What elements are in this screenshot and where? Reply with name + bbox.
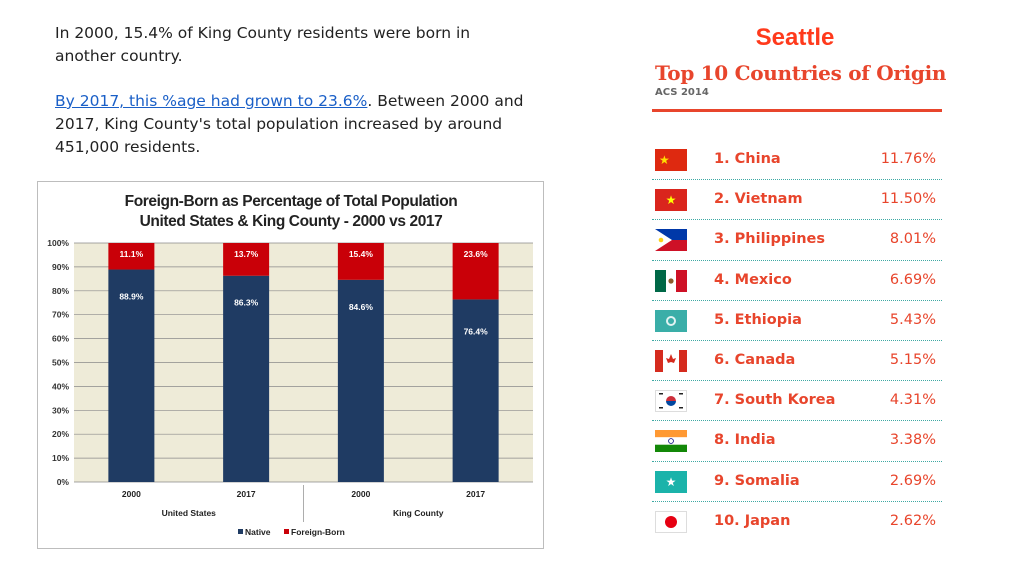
data-label-foreign-born: 23.6% bbox=[464, 249, 489, 259]
country-percent: 5.43% bbox=[889, 311, 936, 328]
bar-foreign-born bbox=[452, 243, 499, 300]
legend-swatch bbox=[284, 529, 289, 534]
legend-swatch bbox=[238, 529, 243, 534]
y-tick-label: 80% bbox=[52, 286, 69, 296]
india-flag-icon bbox=[655, 430, 687, 453]
country-row: 6. Canada 5.15% bbox=[652, 341, 942, 382]
y-tick-label: 20% bbox=[52, 429, 69, 439]
country-name: 9. Somalia bbox=[714, 472, 800, 489]
y-tick-label: 0% bbox=[57, 477, 70, 487]
x-tick-label: 2000 bbox=[122, 489, 141, 499]
country-percent: 3.38% bbox=[889, 432, 936, 449]
japan-flag-icon bbox=[655, 510, 687, 533]
country-percent: 8.01% bbox=[889, 231, 936, 248]
data-label-native: 84.6% bbox=[349, 302, 374, 312]
country-name: 6. Canada bbox=[714, 351, 796, 368]
canada-flag-icon bbox=[655, 349, 687, 372]
y-tick-label: 40% bbox=[52, 381, 69, 391]
countries-list: ★ 1. China 11.76% ★ 2. Vietnam 11.50% 3.… bbox=[652, 140, 942, 542]
y-tick-label: 70% bbox=[52, 310, 69, 320]
country-row: ★ 1. China 11.76% bbox=[652, 140, 942, 181]
country-percent: 6.69% bbox=[889, 271, 936, 288]
country-name: 10. Japan bbox=[714, 512, 791, 529]
y-tick-label: 30% bbox=[52, 405, 69, 415]
data-label-native: 86.3% bbox=[234, 298, 259, 308]
country-name: 5. Ethiopia bbox=[714, 311, 802, 328]
intro-paragraph-1: In 2000, 15.4% of King County residents … bbox=[55, 24, 471, 65]
bar-native bbox=[452, 299, 499, 482]
x-tick-label: 2017 bbox=[466, 489, 485, 499]
country-row: 3. Philippines 8.01% bbox=[652, 220, 942, 261]
country-percent: 2.69% bbox=[889, 472, 936, 489]
group-label: United States bbox=[162, 508, 217, 518]
country-row: 5. Ethiopia 5.43% bbox=[652, 301, 942, 341]
y-tick-label: 60% bbox=[52, 334, 69, 344]
country-name: 1. China bbox=[714, 151, 781, 167]
x-tick-label: 2017 bbox=[237, 489, 256, 499]
growth-link[interactable]: By 2017, this %age had grown to 23.6% bbox=[55, 92, 368, 110]
panel-divider bbox=[652, 109, 942, 112]
data-label-foreign-born: 11.1% bbox=[120, 249, 144, 259]
city-heading: Seattle bbox=[755, 24, 835, 51]
bar-native bbox=[223, 275, 270, 482]
philippines-flag-icon bbox=[655, 229, 687, 252]
data-label-native: 88.9% bbox=[119, 292, 144, 302]
china-flag-icon: ★ bbox=[655, 149, 687, 171]
data-label-native: 76.4% bbox=[464, 326, 489, 336]
country-percent: 2.62% bbox=[889, 512, 936, 529]
country-name: 4. Mexico bbox=[714, 271, 792, 288]
y-tick-label: 100% bbox=[47, 238, 69, 248]
legend-label: Foreign-Born bbox=[291, 527, 345, 537]
countries-panel-title: Top 10 Countries of Origin bbox=[655, 61, 947, 85]
country-name: 3. Philippines bbox=[714, 231, 826, 248]
country-percent: 11.50% bbox=[880, 191, 936, 208]
intro-paragraph-2-rest: . Between 2000 and 2017, King County's t… bbox=[55, 92, 524, 156]
y-tick-label: 10% bbox=[52, 453, 69, 463]
country-name: 8. India bbox=[714, 432, 776, 449]
country-percent: 4.31% bbox=[889, 392, 936, 409]
bar-foreign-born bbox=[337, 243, 384, 280]
bar-native bbox=[108, 269, 155, 482]
country-row: 7. South Korea 4.31% bbox=[652, 381, 942, 422]
bar-native bbox=[337, 279, 384, 482]
country-row: ★ 2. Vietnam 11.50% bbox=[652, 180, 942, 221]
bar-foreign-born bbox=[223, 243, 270, 276]
intro-paragraph-2: By 2017, this %age had grown to 23.6%. B… bbox=[55, 90, 525, 159]
country-row: 10. Japan 2.62% bbox=[652, 502, 942, 542]
chart-svg: Foreign-Born as Percentage of Total Popu… bbox=[47, 193, 533, 537]
vietnam-flag-icon: ★ bbox=[655, 189, 687, 212]
chart-title-line-1: Foreign-Born as Percentage of Total Popu… bbox=[125, 193, 458, 210]
mexico-flag-icon bbox=[655, 269, 687, 292]
countries-panel-subtitle: ACS 2014 bbox=[655, 87, 709, 98]
data-label-foreign-born: 15.4% bbox=[349, 249, 374, 259]
bar-foreign-born bbox=[108, 243, 155, 270]
country-row: 8. India 3.38% bbox=[652, 421, 942, 462]
foreign-born-chart: Foreign-Born as Percentage of Total Popu… bbox=[37, 181, 544, 549]
country-name: 2. Vietnam bbox=[714, 191, 803, 208]
somalia-flag-icon: ★ bbox=[655, 470, 687, 493]
ethiopia-flag-icon bbox=[655, 309, 687, 332]
data-label-foreign-born: 13.7% bbox=[234, 249, 259, 259]
chart-title-line-2: United States & King County - 2000 vs 20… bbox=[140, 213, 443, 230]
country-row: ★ 9. Somalia 2.69% bbox=[652, 462, 942, 502]
country-percent: 5.15% bbox=[889, 351, 936, 368]
south-korea-flag-icon bbox=[655, 390, 687, 413]
y-tick-label: 90% bbox=[52, 262, 69, 272]
x-tick-label: 2000 bbox=[351, 489, 370, 499]
country-row: 4. Mexico 6.69% bbox=[652, 261, 942, 301]
y-tick-label: 50% bbox=[52, 358, 69, 368]
country-percent: 11.76% bbox=[880, 151, 936, 167]
country-name: 7. South Korea bbox=[714, 392, 836, 409]
legend-label: Native bbox=[245, 527, 271, 537]
group-label: King County bbox=[393, 508, 444, 518]
intro-text: In 2000, 15.4% of King County residents … bbox=[55, 22, 525, 181]
